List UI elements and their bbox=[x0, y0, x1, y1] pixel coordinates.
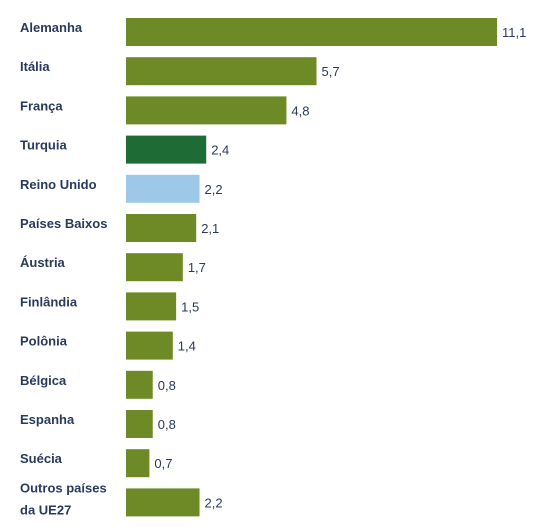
category-label: Espanha bbox=[20, 412, 75, 427]
bar bbox=[126, 253, 183, 282]
bar bbox=[126, 174, 200, 203]
value-label: 2,4 bbox=[211, 143, 229, 158]
category-label: Alemanha bbox=[20, 20, 83, 35]
bar bbox=[126, 449, 150, 478]
category-label: Reino Unido bbox=[20, 177, 97, 192]
value-label: 2,2 bbox=[205, 495, 223, 510]
value-label: 1,7 bbox=[188, 260, 206, 275]
bar bbox=[126, 214, 197, 242]
bar bbox=[126, 331, 173, 360]
value-label: 1,5 bbox=[181, 299, 199, 314]
category-label: Suécia bbox=[20, 451, 63, 466]
category-label: Outros países da UE27 bbox=[20, 480, 107, 517]
category-label: Bélgica bbox=[20, 373, 67, 388]
bar bbox=[126, 18, 497, 46]
category-label: Áustria bbox=[20, 255, 66, 270]
value-label: 1,4 bbox=[178, 339, 196, 354]
category-labels: Alemanha Itália França Turquia Reino Unido Pa… bbox=[20, 20, 107, 517]
value-label: 2,1 bbox=[201, 221, 219, 236]
category-label: Países Baixos bbox=[20, 216, 107, 231]
bar bbox=[126, 488, 200, 517]
category-label: Finlândia bbox=[20, 294, 78, 309]
category-label: Itália bbox=[20, 59, 50, 74]
bar bbox=[126, 57, 317, 86]
bar bbox=[126, 370, 153, 399]
value-labels: 11,1 5,7 4,8 2,4 2,2 2,1 1,7 1,5 1,4 0,8 0,8 0,7 2,2 bbox=[154, 25, 526, 510]
bar bbox=[126, 292, 177, 321]
value-label: 5,7 bbox=[322, 64, 340, 79]
value-label: 4,8 bbox=[291, 103, 309, 118]
category-label: Polônia bbox=[20, 334, 68, 349]
category-label-line: da UE27 bbox=[20, 502, 71, 517]
bar bbox=[126, 135, 207, 164]
bars-layer bbox=[126, 18, 497, 517]
category-label: França bbox=[20, 98, 63, 113]
value-label: 11,1 bbox=[502, 25, 526, 40]
bar bbox=[126, 96, 287, 125]
bar bbox=[126, 410, 153, 438]
category-label-line: Outros países bbox=[20, 480, 107, 495]
value-label: 2,2 bbox=[205, 182, 223, 197]
value-label: 0,7 bbox=[154, 456, 172, 471]
value-label: 0,8 bbox=[158, 417, 176, 432]
category-label: Turquia bbox=[20, 138, 67, 153]
value-label: 0,8 bbox=[158, 378, 176, 393]
